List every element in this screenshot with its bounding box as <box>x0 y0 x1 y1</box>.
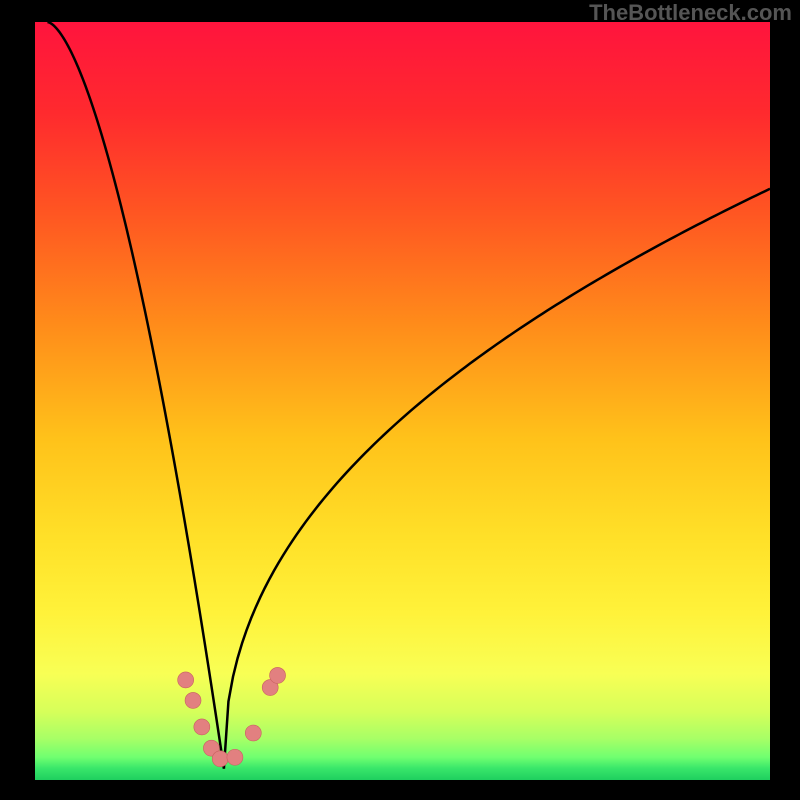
chart-container: TheBottleneck.com <box>0 0 800 800</box>
data-marker <box>270 667 286 683</box>
data-marker <box>194 719 210 735</box>
data-marker <box>185 692 201 708</box>
data-marker <box>227 749 243 765</box>
data-marker <box>245 725 261 741</box>
data-marker <box>212 751 228 767</box>
data-marker <box>178 672 194 688</box>
gradient-background <box>35 22 770 780</box>
plot-area <box>35 22 770 780</box>
plot-svg <box>35 22 770 780</box>
